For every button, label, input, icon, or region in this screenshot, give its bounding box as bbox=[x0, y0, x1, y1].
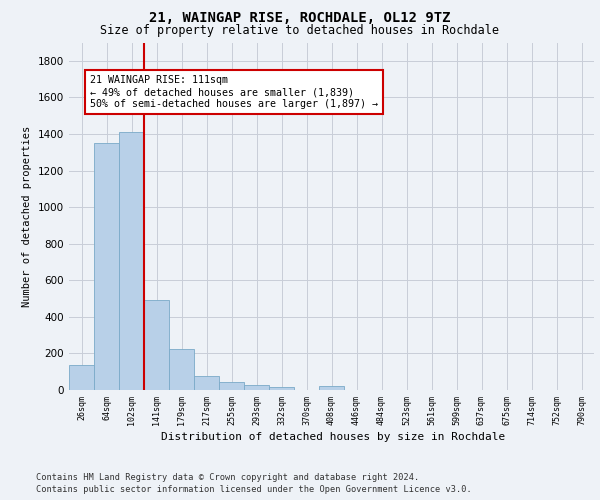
Text: Distribution of detached houses by size in Rochdale: Distribution of detached houses by size … bbox=[161, 432, 505, 442]
Text: 21 WAINGAP RISE: 111sqm
← 49% of detached houses are smaller (1,839)
50% of semi: 21 WAINGAP RISE: 111sqm ← 49% of detache… bbox=[90, 76, 378, 108]
Text: 21, WAINGAP RISE, ROCHDALE, OL12 9TZ: 21, WAINGAP RISE, ROCHDALE, OL12 9TZ bbox=[149, 12, 451, 26]
Bar bbox=[219, 382, 244, 390]
Bar bbox=[69, 366, 94, 390]
Text: Contains public sector information licensed under the Open Government Licence v3: Contains public sector information licen… bbox=[36, 485, 472, 494]
Bar bbox=[119, 132, 144, 390]
Bar bbox=[94, 143, 119, 390]
Text: Size of property relative to detached houses in Rochdale: Size of property relative to detached ho… bbox=[101, 24, 499, 37]
Y-axis label: Number of detached properties: Number of detached properties bbox=[22, 126, 32, 307]
Bar bbox=[169, 349, 194, 390]
Bar bbox=[244, 385, 269, 390]
Bar bbox=[319, 386, 344, 390]
Bar bbox=[269, 388, 294, 390]
Bar bbox=[194, 376, 219, 390]
Text: Contains HM Land Registry data © Crown copyright and database right 2024.: Contains HM Land Registry data © Crown c… bbox=[36, 472, 419, 482]
Bar bbox=[144, 300, 169, 390]
